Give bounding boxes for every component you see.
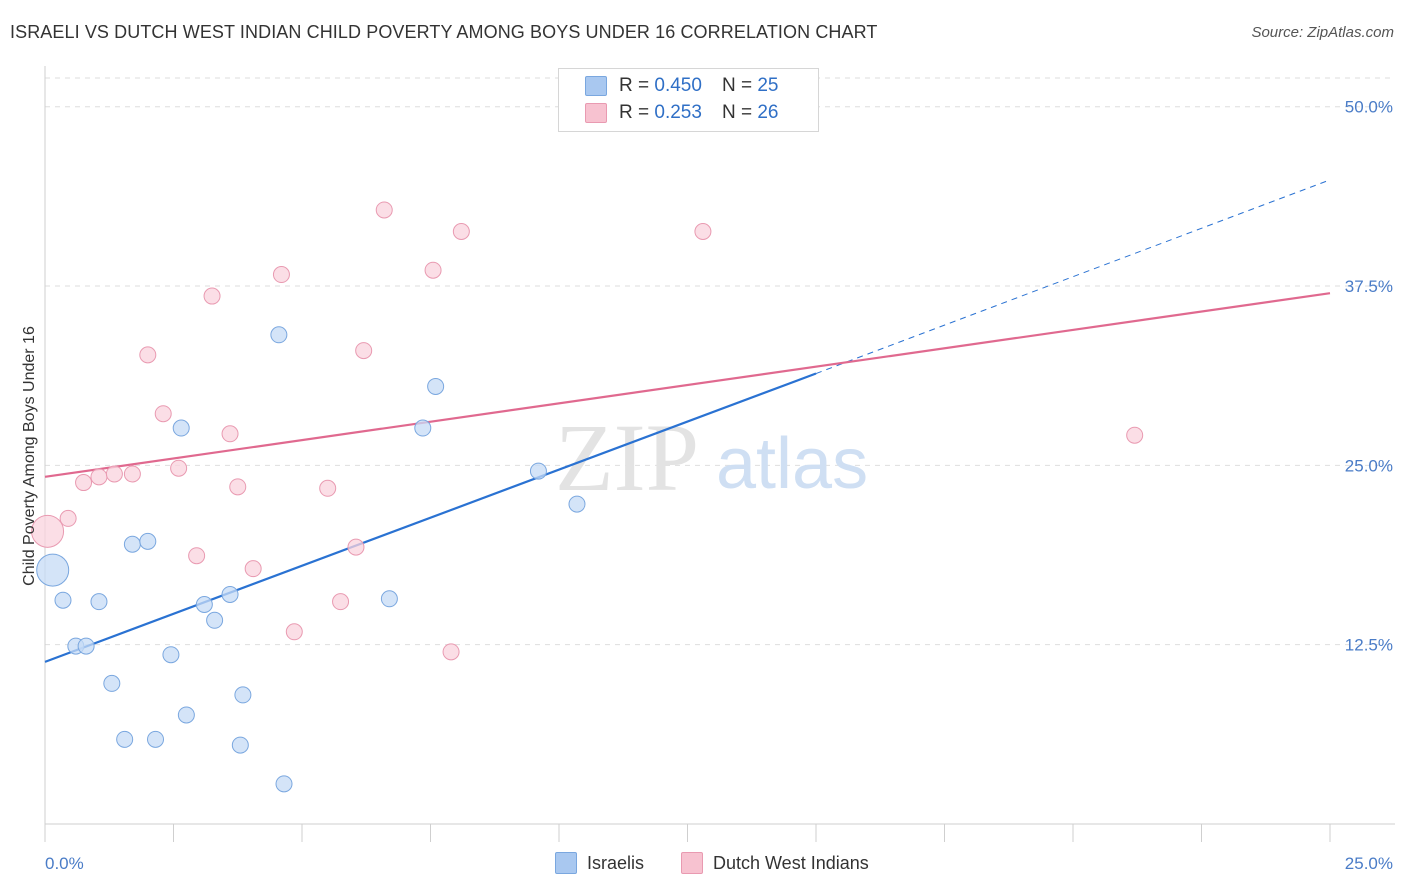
data-point [231, 736, 249, 754]
data-point [332, 593, 350, 611]
data-point [147, 730, 165, 748]
bottom-legend-swatch-dutch-west-indians [681, 852, 703, 874]
legend-row-israelis: R = 0.450 N = 25 [585, 75, 778, 97]
y-axis-label: Child Poverty Among Boys Under 16 [21, 326, 38, 586]
x-tick-label: 0.0% [45, 854, 84, 873]
y-tick-label: 12.5% [1345, 636, 1393, 655]
data-point [54, 591, 72, 609]
y-tick-label: 25.0% [1345, 456, 1393, 475]
watermark-zip: ZIP [555, 404, 699, 511]
data-point [221, 585, 239, 603]
watermark-atlas: atlas [716, 424, 868, 504]
data-point [424, 261, 442, 279]
bottom-legend-label: Dutch West Indians [713, 852, 869, 873]
legend-r-value: 0.450 [654, 75, 702, 96]
data-point [154, 405, 172, 423]
data-point [442, 643, 460, 661]
data-point [244, 560, 262, 578]
data-point [221, 425, 239, 443]
legend-n-value: 26 [757, 102, 779, 123]
legend-n-label: N = [721, 102, 753, 123]
data-point [375, 201, 393, 219]
grid-lines [45, 77, 1395, 646]
data-point [172, 419, 190, 437]
data-point [75, 474, 93, 492]
data-point [272, 266, 290, 284]
legend-swatch-israelis [585, 76, 607, 96]
tick-labels: 12.5% 25.0% 37.5% 50.0% 0.0% 25.0% [45, 98, 1393, 873]
legend-swatch-dutch-west-indians [585, 103, 607, 123]
data-point [319, 479, 337, 497]
data-point [203, 287, 221, 305]
bottom-legend-israelis: Israelis [555, 852, 644, 874]
data-point [694, 223, 712, 241]
data-point [347, 538, 365, 556]
y-tick-label: 50.0% [1345, 98, 1393, 117]
data-point [90, 593, 108, 611]
data-point [195, 596, 213, 614]
data-point [355, 342, 373, 360]
data-point [568, 495, 586, 513]
x-tick-label: 25.0% [1345, 854, 1393, 873]
data-point [285, 623, 303, 641]
bottom-legend-dutch-west-indians: Dutch West Indians [681, 852, 869, 874]
data-point [188, 547, 206, 565]
axes [44, 66, 1395, 842]
bottom-legend-label: Israelis [587, 852, 645, 873]
watermark: ZIP atlas [555, 404, 868, 511]
data-point [380, 590, 398, 608]
data-point [90, 468, 108, 486]
trend-lines [44, 179, 1331, 663]
data-point [116, 730, 134, 748]
chart-title: ISRAELI VS DUTCH WEST INDIAN CHILD POVER… [10, 22, 878, 42]
data-point [206, 611, 224, 629]
data-point [529, 462, 547, 480]
source-label: Source: ZipAtlas.com [1251, 24, 1394, 41]
data-point [123, 465, 141, 483]
data-point [139, 346, 157, 364]
legend: R = 0.450 N = 25 R = 0.253 N = 26 [558, 68, 819, 132]
y-tick-label: 37.5% [1345, 277, 1393, 296]
data-point [229, 478, 247, 496]
data-point [105, 465, 123, 483]
data-point [36, 553, 70, 587]
data-point [427, 377, 445, 395]
data-point [103, 674, 121, 692]
data-point [177, 706, 195, 724]
data-point [1126, 426, 1144, 444]
legend-r-label: R = [619, 75, 650, 96]
data-point [31, 514, 65, 548]
legend-r-label: R = [619, 102, 650, 123]
data-point [234, 686, 252, 704]
data-point [275, 775, 293, 793]
data-point [270, 326, 288, 344]
data-point [59, 509, 77, 527]
data-point [452, 223, 470, 241]
legend-n-value: 25 [757, 75, 779, 96]
data-point [123, 535, 141, 553]
trend-line [44, 292, 1331, 478]
data-point [162, 646, 180, 664]
trend-line-extension [815, 179, 1331, 374]
data-point [414, 419, 432, 437]
legend-row-dutch-west-indians: R = 0.253 N = 26 [585, 102, 778, 124]
data-point [139, 532, 157, 550]
data-point [77, 637, 95, 655]
legend-r-value: 0.253 [654, 102, 702, 123]
data-points [31, 201, 1144, 793]
legend-n-label: N = [721, 75, 753, 96]
trend-line [44, 372, 817, 663]
bottom-legend-swatch-israelis [555, 852, 577, 874]
data-point [170, 459, 188, 477]
